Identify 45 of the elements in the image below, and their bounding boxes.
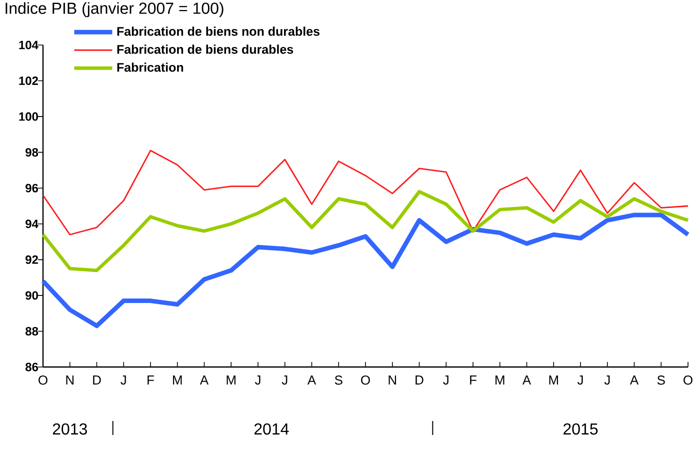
x-tick-label: O: [684, 376, 692, 385]
x-tick-label: A: [522, 376, 532, 384]
y-tick-label: 86: [25, 362, 38, 372]
text: 2013: [52, 423, 87, 435]
x-tick-label: N: [388, 376, 396, 384]
y-tick-label: 90: [26, 291, 38, 300]
y-tick-label: 98: [26, 148, 38, 157]
text: 2015: [564, 423, 598, 435]
x-tick-label: O: [361, 376, 370, 385]
x-tick-label: N: [66, 376, 74, 384]
x-tick-label: D: [93, 376, 101, 384]
x-tick-label: M: [226, 376, 236, 384]
x-tick-label: A: [307, 376, 316, 384]
x-tick-label: F: [148, 376, 154, 384]
x-tick-label: D: [416, 376, 424, 384]
y-axis-title: Indice PIB (janvier 2007 = 100): [6, 2, 224, 18]
x-tick-label: M: [549, 376, 558, 384]
y-tick-label: 96: [26, 184, 38, 192]
x-tick-label: A: [630, 376, 639, 384]
legend-label: Fabrication de biens non durables: [117, 26, 320, 36]
legend-label: Fabrication de biens durables: [117, 44, 294, 54]
x-tick-label: S: [334, 376, 342, 385]
x-tick-label: J: [282, 376, 288, 385]
x-tick-label: S: [657, 376, 665, 385]
x-tick-label: M: [496, 376, 504, 384]
y-tick-label: 100: [19, 112, 38, 121]
x-tick-label: J: [577, 376, 583, 385]
text: 2014: [254, 423, 289, 435]
x-tick-label: M: [173, 376, 182, 384]
y-tick-label: 88: [25, 326, 38, 336]
y-tick-label: 92: [26, 255, 38, 264]
x-tick-label: J: [443, 376, 448, 385]
y-tick-label: 104: [19, 40, 38, 50]
x-tick-label: J: [254, 376, 260, 385]
y-tick-label: 102: [19, 76, 38, 86]
line-series: [41, 190, 690, 272]
line-series: [40, 212, 690, 328]
x-tick-label: J: [120, 376, 126, 385]
legend-label: Fabrication: [117, 62, 184, 72]
x-tick-label: J: [604, 376, 610, 385]
x-tick-label: F: [470, 376, 476, 384]
line-series: [42, 150, 689, 236]
y-tick-label: 94: [26, 220, 38, 228]
x-tick-label: O: [38, 376, 48, 385]
x-tick-label: A: [200, 376, 209, 384]
